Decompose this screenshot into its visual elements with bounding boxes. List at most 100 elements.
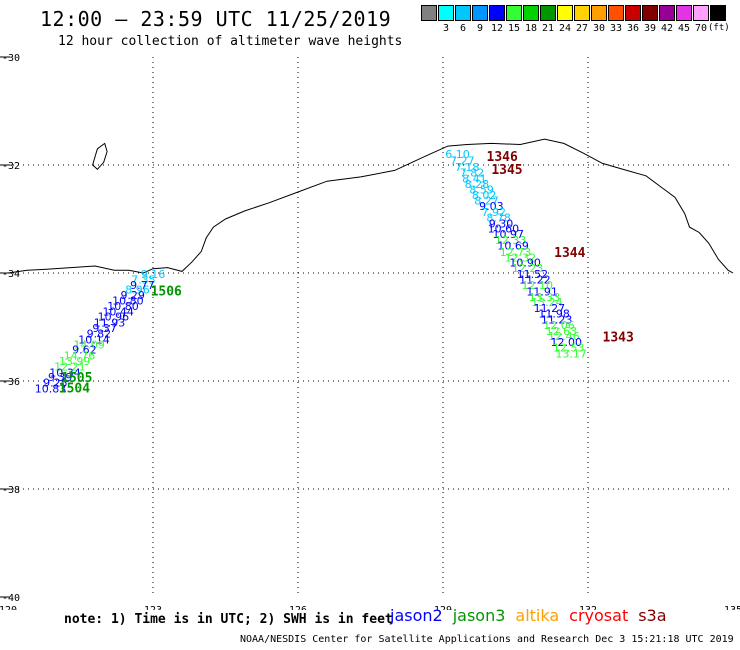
time-label: 1505 (61, 371, 92, 386)
wave-height-label: 10.83 (35, 383, 67, 396)
color-swatch (472, 5, 488, 21)
map-grid (8, 57, 733, 597)
wave-height-label: 9.29 (120, 289, 145, 302)
wave-height-label: 12.53 (553, 342, 585, 355)
wave-height-labels: 9.167.359.778.969.2910.8010.8010.4410.96… (35, 148, 587, 395)
color-swatch (693, 5, 709, 21)
color-scale-label: 70 (694, 23, 708, 34)
color-scale-label: 39 (643, 23, 657, 34)
lat-tick-label: -34 (2, 269, 20, 280)
satellite-legend-item: altika (515, 606, 560, 625)
wave-height-label: 9.03 (479, 200, 504, 213)
color-swatch (659, 5, 675, 21)
color-scale-label: 33 (609, 23, 623, 34)
wave-height-label: 9.37 (92, 322, 117, 335)
wave-height-label: 13.99 (59, 355, 91, 368)
wave-height-label: 12.73 (500, 246, 532, 259)
lat-tick-label: -40 (2, 593, 20, 604)
color-swatch (421, 5, 437, 21)
color-swatch (574, 5, 590, 21)
color-scale-unit: (ft) (708, 23, 730, 33)
wave-height-label: 8.27 (474, 195, 499, 208)
lat-tick-label: -38 (2, 485, 20, 496)
wave-height-label: 12.32 (505, 251, 537, 264)
time-label: 1344 (554, 246, 585, 261)
wave-height-label: 11.52 (517, 268, 549, 281)
color-swatch (710, 5, 726, 21)
wave-height-label: 10.14 (78, 333, 110, 346)
time-label: 1343 (603, 331, 634, 346)
wave-height-label: 14.09 (73, 338, 105, 351)
lat-tick-label: -36 (2, 377, 20, 388)
wave-height-label: 11.27 (534, 302, 566, 315)
wave-height-label: 8.96 (125, 284, 150, 297)
coastline (7, 138, 734, 274)
wave-height-label: 12.21 (54, 360, 86, 373)
wave-height-label: 12.63 (546, 325, 578, 338)
wave-height-label: 13.33 (529, 291, 561, 304)
lat-tick-label: -32 (2, 161, 20, 172)
wave-height-label: 10.80 (107, 300, 139, 313)
lon-tick-label: 123 (144, 605, 162, 610)
wave-height-label: 11.93 (94, 317, 126, 330)
wave-height-label: 7.27 (450, 155, 475, 168)
color-scale-label: 36 (626, 23, 640, 34)
color-swatch (438, 5, 454, 21)
wave-height-label: 6.10 (445, 148, 470, 161)
color-swatch (557, 5, 573, 21)
wave-height-label: 7.82 (460, 167, 485, 180)
wave-height-label: 13.24 (531, 296, 563, 309)
satellite-legend: jason2 jason3 altika cryosat s3a (390, 606, 677, 625)
time-label: 1345 (491, 163, 522, 178)
wave-height-label: 9.25 (43, 377, 68, 390)
wave-height-label: 10.97 (493, 228, 525, 241)
lon-tick-label: 120 (0, 605, 17, 610)
wave-height-label: 12.46 (548, 330, 580, 343)
lat-tick-label: -30 (2, 53, 20, 64)
color-scale-label: 24 (558, 23, 572, 34)
wave-height-label: 8.02 (472, 189, 497, 202)
wave-height-label: 10.90 (509, 257, 541, 270)
color-scale-label: 9 (476, 23, 484, 34)
wave-height-label: 12.00 (551, 336, 583, 349)
color-scale-label: 27 (575, 23, 589, 34)
wave-height-map: 120 123 126 129 132 135 -30 -32 -34 -36 -38 -40 9.1… (0, 53, 740, 610)
satellite-legend-item: s3a (638, 606, 667, 625)
wave-height-label: 10.96 (98, 311, 130, 324)
lon-tick-label: 129 (434, 605, 452, 610)
color-swatch (625, 5, 641, 21)
page-subtitle: 12 hour collection of altimeter wave hei… (58, 34, 403, 49)
wave-height-label: 10.80 (112, 295, 144, 308)
color-scale-label: 42 (660, 23, 674, 34)
color-swatch (540, 5, 556, 21)
color-scale-label: 30 (592, 23, 606, 34)
color-swatch (455, 5, 471, 21)
color-swatch (676, 5, 692, 21)
wave-height-label: 8.59 (469, 183, 494, 196)
time-label: 1506 (151, 284, 182, 299)
wave-height-label: 10.60 (488, 223, 520, 236)
footer-note: note: 1) Time is in UTC; 2) SWH is in fe… (64, 612, 393, 627)
color-scale-label: 45 (677, 23, 691, 34)
wave-height-label: 12.33 (495, 234, 527, 247)
lon-tick-label: 126 (289, 605, 307, 610)
wave-height-label: 10.69 (497, 239, 529, 252)
color-scale-label: 15 (507, 23, 521, 34)
color-scale-label: 3 (442, 23, 450, 34)
color-scale-label: 18 (524, 23, 538, 34)
wave-height-label: 9.77 (130, 279, 155, 292)
wave-height-label: 9.39 (48, 371, 73, 384)
wave-height-label: 7.35 (131, 273, 156, 286)
wave-height-label: 11.91 (526, 285, 558, 298)
satellite-legend-item: cryosat (569, 606, 629, 625)
wave-height-label: 10.34 (49, 366, 81, 379)
wave-height-label: 10.44 (102, 305, 134, 318)
time-label: 1346 (487, 150, 518, 165)
footer-credit: NOAA/NESDIS Center for Satellite Applica… (240, 634, 734, 645)
wave-height-label: 7.92 (482, 206, 507, 219)
coastline-path (7, 138, 734, 274)
color-scale-label: 21 (541, 23, 555, 34)
wave-height-label: 12.06 (543, 319, 575, 332)
color-scale-label: 6 (459, 23, 467, 34)
